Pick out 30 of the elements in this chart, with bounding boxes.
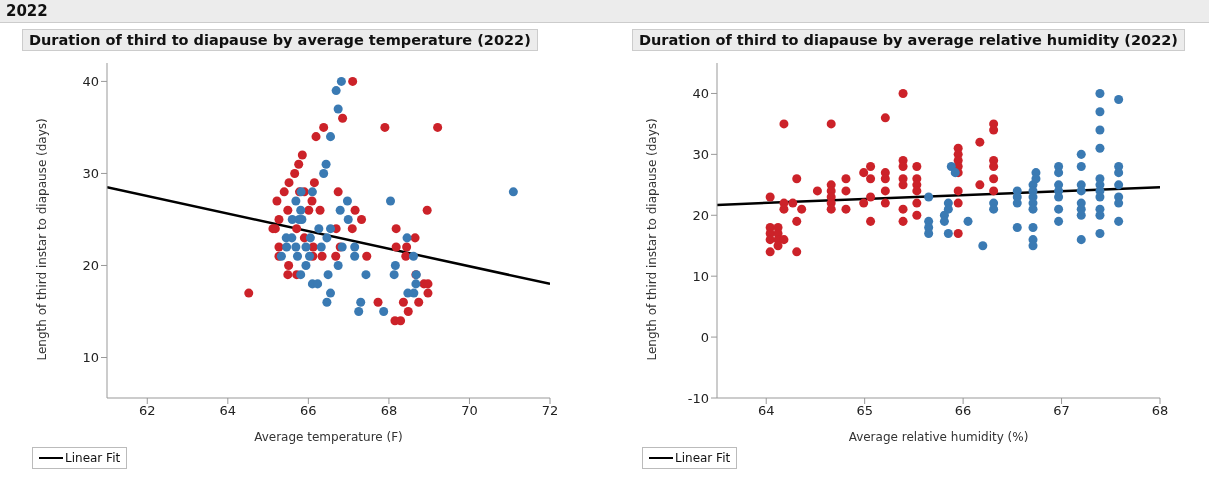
chart-title: Duration of third to diapause by average temperature (2022) [22,29,538,51]
x-tick-label: 67 [1053,403,1070,419]
x-tick-label: 68 [380,403,398,419]
y-tick-label: 10 [692,268,709,284]
y-tick-label: 10 [82,350,99,366]
y-tick-label: 30 [82,166,99,182]
legend-label: Linear Fit [675,451,731,465]
legend-label: Linear Fit [65,451,121,465]
text: 2022 [5,1,49,22]
x-tick-label: 72 [541,403,559,419]
y-tick-label: 0 [700,329,709,345]
y-tick-label: -10 [687,390,709,406]
y-tick-label: 20 [692,207,709,223]
y-tick-label: 40 [82,74,99,90]
y-tick-label: 40 [692,86,709,102]
x-tick-label: 70 [461,403,478,419]
y-tick-label: 20 [82,258,99,274]
x-axis-title: Average temperature (F) [254,430,403,444]
x-tick-label: 65 [856,403,873,419]
y-tick-label: 30 [692,146,709,162]
chart-title: Duration of third to diapause by average relative humidity (2022) [632,29,1185,51]
x-tick-label: 68 [1151,403,1169,419]
x-tick-label: 62 [139,403,156,419]
x-tick-label: 66 [954,403,972,419]
x-tick-label: 66 [300,403,317,419]
x-tick-label: 64 [219,403,237,419]
x-axis-title: Average relative humidity (%) [848,430,1029,444]
x-tick-label: 64 [757,403,775,419]
y-axis-title: Length of third instar to diapause (days) [645,118,660,361]
y-axis-title: Length of third instar to diapause (days) [35,118,50,361]
